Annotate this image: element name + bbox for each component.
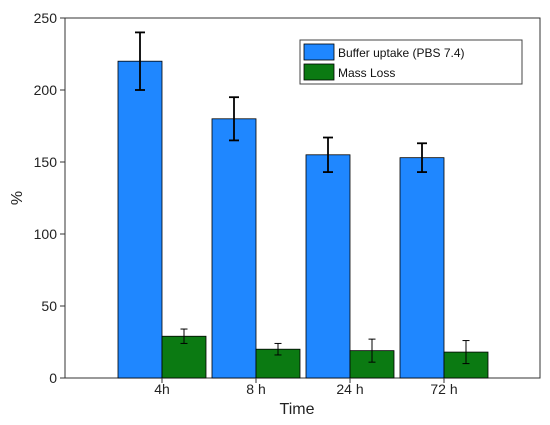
buffer-uptake-bar: [399, 157, 445, 379]
legend-frame: [299, 39, 523, 85]
buffer-uptake-bar: [211, 118, 257, 379]
y-tick-label: 250: [34, 10, 58, 26]
legend: Buffer uptake (PBS 7.4) Mass Loss: [299, 39, 523, 85]
y-axis-title: %: [9, 191, 26, 205]
y-tick-label: 50: [41, 298, 57, 314]
plot-frame: [64, 17, 541, 379]
legend-label: Mass Loss: [338, 66, 395, 80]
buffer-uptake-bar: [117, 60, 163, 379]
x-tick-label: 72 h: [430, 381, 457, 397]
x-tick-label: 8 h: [246, 381, 265, 397]
y-tick-label: 0: [49, 370, 57, 386]
x-axis: 4h 8 h 24 h 72 h: [154, 378, 458, 397]
y-tick-label: 150: [34, 154, 58, 170]
legend-swatch: [303, 63, 335, 81]
x-axis-title: Time: [280, 401, 315, 418]
y-tick-label: 200: [34, 82, 58, 98]
legend-label: Buffer uptake (PBS 7.4): [338, 46, 465, 60]
y-tick-label: 100: [34, 226, 58, 242]
y-axis: 0 50 100 150 200 250: [34, 10, 65, 386]
buffer-uptake-bar: [305, 154, 351, 379]
legend-swatch: [303, 43, 335, 61]
x-tick-label: 4h: [154, 381, 170, 397]
bars: [117, 31, 489, 379]
x-tick-label: 24 h: [336, 381, 363, 397]
